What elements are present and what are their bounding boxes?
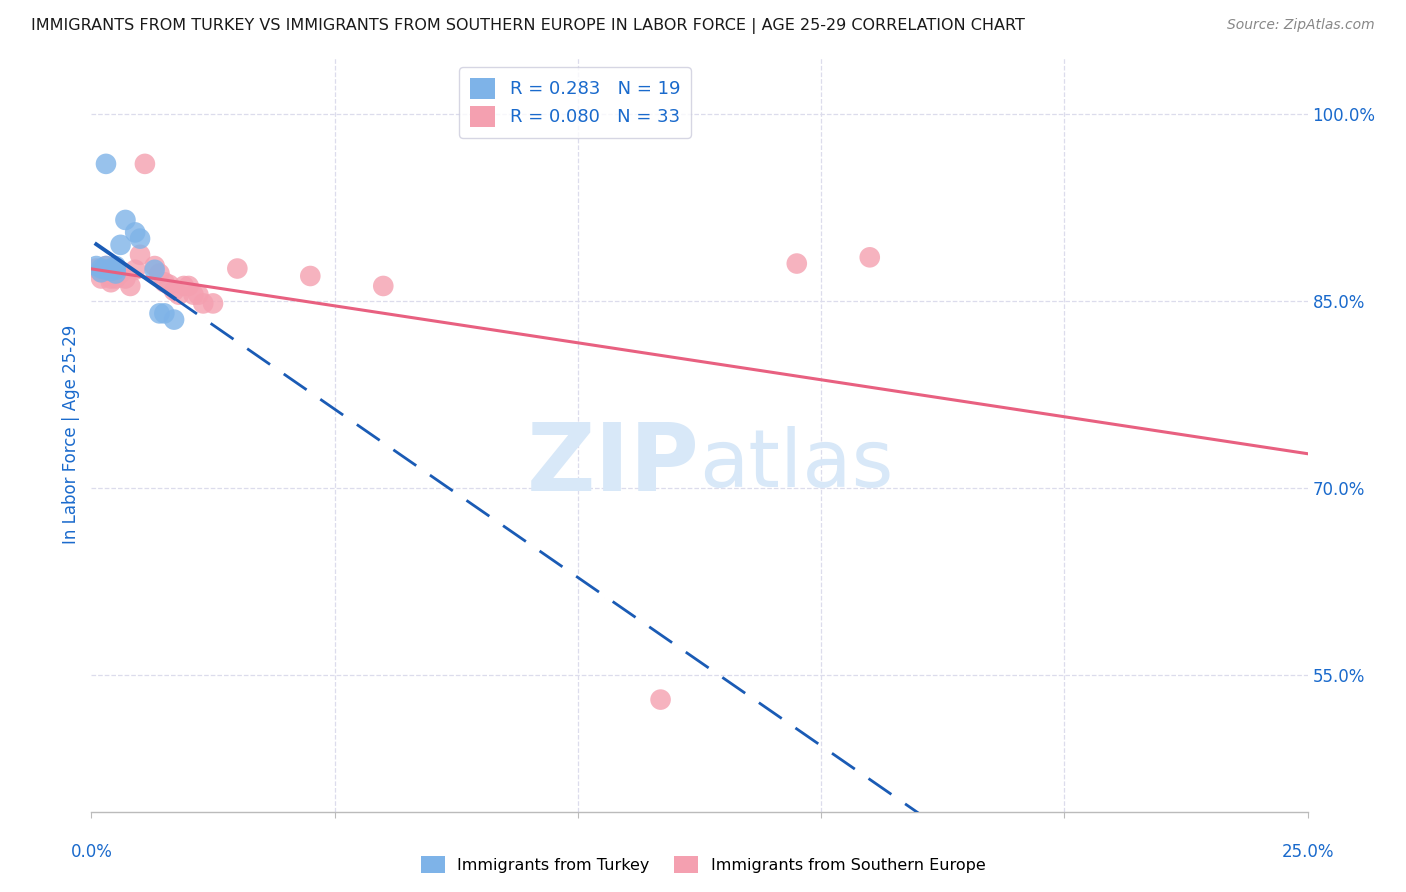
Point [129, 232, 152, 246]
Point [104, 259, 127, 273]
Point [90, 265, 112, 279]
Point [94, 265, 117, 279]
Text: Source: ZipAtlas.com: Source: ZipAtlas.com [1227, 18, 1375, 32]
Text: 25.0%: 25.0% [1281, 843, 1334, 861]
Point [94, 262, 117, 277]
Point [202, 296, 225, 310]
Point [153, 275, 176, 289]
Point [650, 692, 672, 706]
Text: 0.0%: 0.0% [70, 843, 112, 861]
Point [148, 267, 170, 281]
Y-axis label: In Labor Force | Age 25-29: In Labor Force | Age 25-29 [62, 326, 80, 544]
Point [100, 264, 122, 278]
Text: ZIP: ZIP [527, 419, 699, 511]
Point [124, 262, 146, 277]
Point [94, 259, 117, 273]
Point [153, 306, 176, 320]
Point [124, 226, 146, 240]
Point [163, 312, 186, 326]
Point [104, 262, 127, 277]
Point [104, 267, 127, 281]
Point [90, 271, 112, 285]
Point [100, 262, 122, 277]
Point [90, 261, 112, 276]
Point [94, 259, 117, 273]
Point [110, 267, 132, 281]
Point [110, 238, 132, 252]
Point [100, 261, 122, 276]
Point [129, 248, 152, 262]
Point [84, 261, 107, 276]
Text: IMMIGRANTS FROM TURKEY VS IMMIGRANTS FROM SOUTHERN EUROPE IN LABOR FORCE | AGE 2: IMMIGRANTS FROM TURKEY VS IMMIGRANTS FRO… [31, 18, 1025, 34]
Point [114, 271, 136, 285]
Point [173, 279, 195, 293]
Point [183, 287, 205, 301]
Point [177, 279, 200, 293]
Point [226, 261, 249, 276]
Point [120, 279, 142, 293]
Point [167, 287, 190, 301]
Point [143, 262, 166, 277]
Point [143, 259, 166, 273]
Point [84, 259, 107, 273]
Point [163, 284, 186, 298]
Legend: Immigrants from Turkey, Immigrants from Southern Europe: Immigrants from Turkey, Immigrants from … [415, 849, 991, 880]
Point [193, 296, 215, 310]
Text: atlas: atlas [699, 426, 894, 504]
Point [859, 250, 882, 264]
Point [114, 213, 136, 227]
Point [373, 279, 395, 293]
Legend: R = 0.283   N = 19, R = 0.080   N = 33: R = 0.283 N = 19, R = 0.080 N = 33 [460, 67, 692, 137]
Point [100, 275, 122, 289]
Point [100, 271, 122, 285]
Point [786, 256, 808, 270]
Point [134, 157, 156, 171]
Point [94, 157, 117, 171]
Point [157, 277, 180, 292]
Point [104, 268, 127, 283]
Point [148, 306, 170, 320]
Point [187, 287, 209, 301]
Point [104, 271, 127, 285]
Point [299, 268, 322, 283]
Point [90, 265, 112, 279]
